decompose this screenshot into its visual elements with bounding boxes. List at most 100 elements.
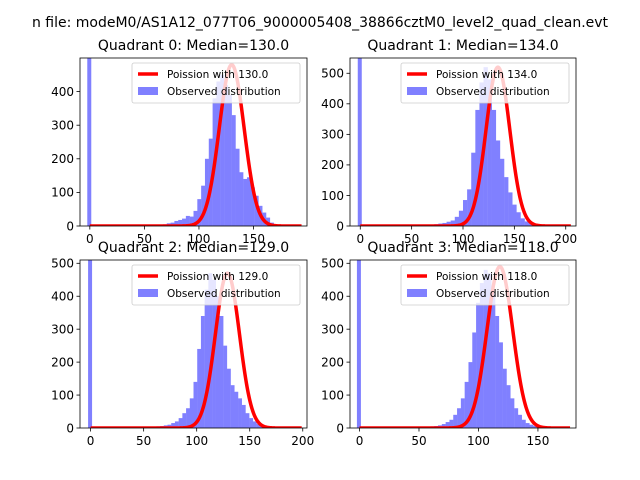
histogram-bar [471, 152, 476, 226]
x-tick-label: 150 [526, 434, 549, 448]
histogram-bar [241, 404, 246, 428]
quadrant-1-legend: Poission with 134.0 Observed distribution [400, 62, 570, 104]
histogram-bar [186, 408, 190, 428]
histogram-bar [525, 423, 530, 428]
histogram-bar [256, 424, 261, 428]
legend-label-observed: Observed distribution [436, 86, 550, 98]
y-tick-label: 400 [321, 97, 344, 111]
histogram-bar [226, 368, 231, 428]
histogram-bar [174, 421, 179, 428]
histogram-bar [246, 177, 251, 226]
histogram-bar [227, 94, 232, 226]
y-tick-label: 400 [51, 290, 74, 304]
y-tick-label: 0 [336, 219, 344, 233]
histogram-bar [238, 398, 242, 428]
y-tick-label: 300 [51, 322, 74, 336]
quadrant-0-panel: 0 50 100 150 0 100 200 300 400 Quadrant 0: Median… [51, 38, 308, 246]
histogram-bar [178, 219, 183, 226]
histogram-bar [491, 292, 496, 428]
x-tick-label: 150 [242, 232, 265, 246]
histogram-bar [234, 391, 239, 428]
poisson-curve [359, 65, 573, 226]
y-tick-label: 300 [51, 119, 74, 133]
y-tick-label: 500 [321, 67, 344, 81]
histogram-bar [88, 260, 93, 428]
histogram-bar [249, 418, 254, 428]
histogram-bar [450, 220, 455, 226]
x-tick-label: 0 [87, 434, 95, 448]
quadrant-2-plot-area [88, 260, 303, 428]
y-tick-label: 500 [321, 257, 344, 271]
y-tick-label: 0 [336, 421, 344, 435]
legend-label-poisson: Poission with 134.0 [436, 69, 537, 81]
poisson-curve [358, 264, 572, 428]
histogram-bar [475, 109, 480, 226]
histogram-bar [533, 426, 538, 428]
histogram-bar [508, 192, 513, 226]
legend-patch-swatch [138, 87, 158, 95]
histogram-bar [356, 260, 361, 428]
quadrant-1-title: Quadrant 1: Median=134.0 [367, 38, 558, 54]
histogram-bar [219, 316, 224, 428]
y-tick-label: 300 [321, 322, 344, 336]
histogram-bar [460, 398, 465, 428]
histogram-bar [200, 316, 205, 428]
quadrant-3-panel: 0 50 100 150 0 100 200 300 400 500 Quadrant 3: Med… [321, 240, 577, 448]
histogram-bar [463, 200, 468, 226]
histogram-bar [468, 362, 473, 428]
histogram-bar [454, 216, 460, 226]
histogram-bar [223, 345, 228, 428]
histogram-bar [230, 385, 235, 428]
histogram-bar [252, 421, 257, 428]
x-tick-label: 0 [356, 434, 364, 448]
histogram-bar [498, 342, 503, 428]
histogram-bar [243, 178, 248, 226]
histogram-bar [502, 368, 507, 428]
histogram-bar [517, 414, 522, 428]
histogram-bar [520, 218, 525, 226]
legend-box [131, 62, 301, 104]
quadrant-0-legend: Poission with 130.0 Observed distribution [131, 62, 301, 104]
y-tick-label: 200 [321, 355, 344, 369]
histogram-bar [487, 79, 492, 226]
y-tick-label: 200 [321, 158, 344, 172]
y-tick-label: 200 [51, 152, 74, 166]
histogram-bar [215, 296, 220, 428]
quadrant-2-legend: Poission with 129.0 Observed distribution [131, 264, 301, 306]
histogram-bar [185, 215, 190, 226]
histogram-bar [174, 220, 179, 226]
y-tick-label: 100 [321, 388, 344, 402]
axes-frame [79, 259, 308, 429]
quadrant-3-title: Quadrant 3: Median=118.0 [367, 240, 558, 256]
histogram-bar [204, 289, 209, 428]
x-tick-label: 100 [188, 232, 211, 246]
legend-patch-swatch [407, 289, 427, 297]
histogram-bar [204, 158, 209, 226]
x-tick-label: 50 [137, 232, 152, 246]
histogram-bar [487, 273, 492, 428]
quadrant-3-plot-area [356, 260, 572, 428]
histogram-bar [514, 408, 519, 428]
axes-frame [79, 57, 308, 227]
y-tick-label: 100 [51, 388, 74, 402]
histogram-bar [524, 221, 529, 226]
histogram-bar [245, 413, 250, 428]
legend-box [400, 264, 570, 306]
histogram-bar [250, 187, 255, 226]
legend-patch-swatch [138, 289, 158, 297]
legend-label-poisson: Poission with 129.0 [167, 271, 268, 283]
x-tick-label: 200 [291, 434, 314, 448]
y-tick-label: 500 [51, 257, 74, 271]
histogram-bar [208, 273, 213, 428]
histogram-bar [189, 398, 194, 428]
histogram-bar [521, 419, 526, 428]
histogram-bar [449, 419, 454, 428]
histogram-bar [239, 172, 244, 226]
histogram-bar [193, 381, 198, 428]
histogram-bar [87, 58, 92, 226]
x-tick-label: 100 [185, 434, 208, 448]
y-tick-label: 400 [51, 85, 74, 99]
legend-label-observed: Observed distribution [436, 288, 550, 300]
legend-box [400, 62, 570, 104]
histogram-bar [510, 398, 515, 428]
